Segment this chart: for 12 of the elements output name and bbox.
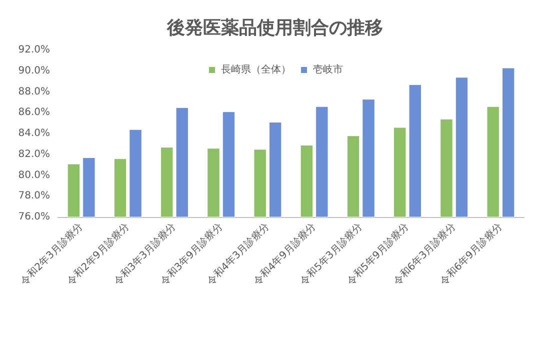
y-tick-label: 90.0% xyxy=(18,65,50,76)
y-tick-label: 80.0% xyxy=(18,170,50,181)
y-tick-label: 92.0% xyxy=(18,44,50,56)
y-tick-label: 84.0% xyxy=(18,128,50,139)
y-tick-label: 86.0% xyxy=(18,107,50,118)
y-tick-label: 88.0% xyxy=(18,86,50,98)
y-tick-label: 76.0% xyxy=(18,212,50,222)
legend-label: 壱岐市 xyxy=(313,64,343,76)
y-tick-label: 78.0% xyxy=(18,190,50,202)
y-tick-label: 82.0% xyxy=(18,148,50,160)
chart-title: 後発医薬品使用割合の推移 xyxy=(166,18,383,38)
legend-label: 長崎県（全体） xyxy=(221,64,291,76)
